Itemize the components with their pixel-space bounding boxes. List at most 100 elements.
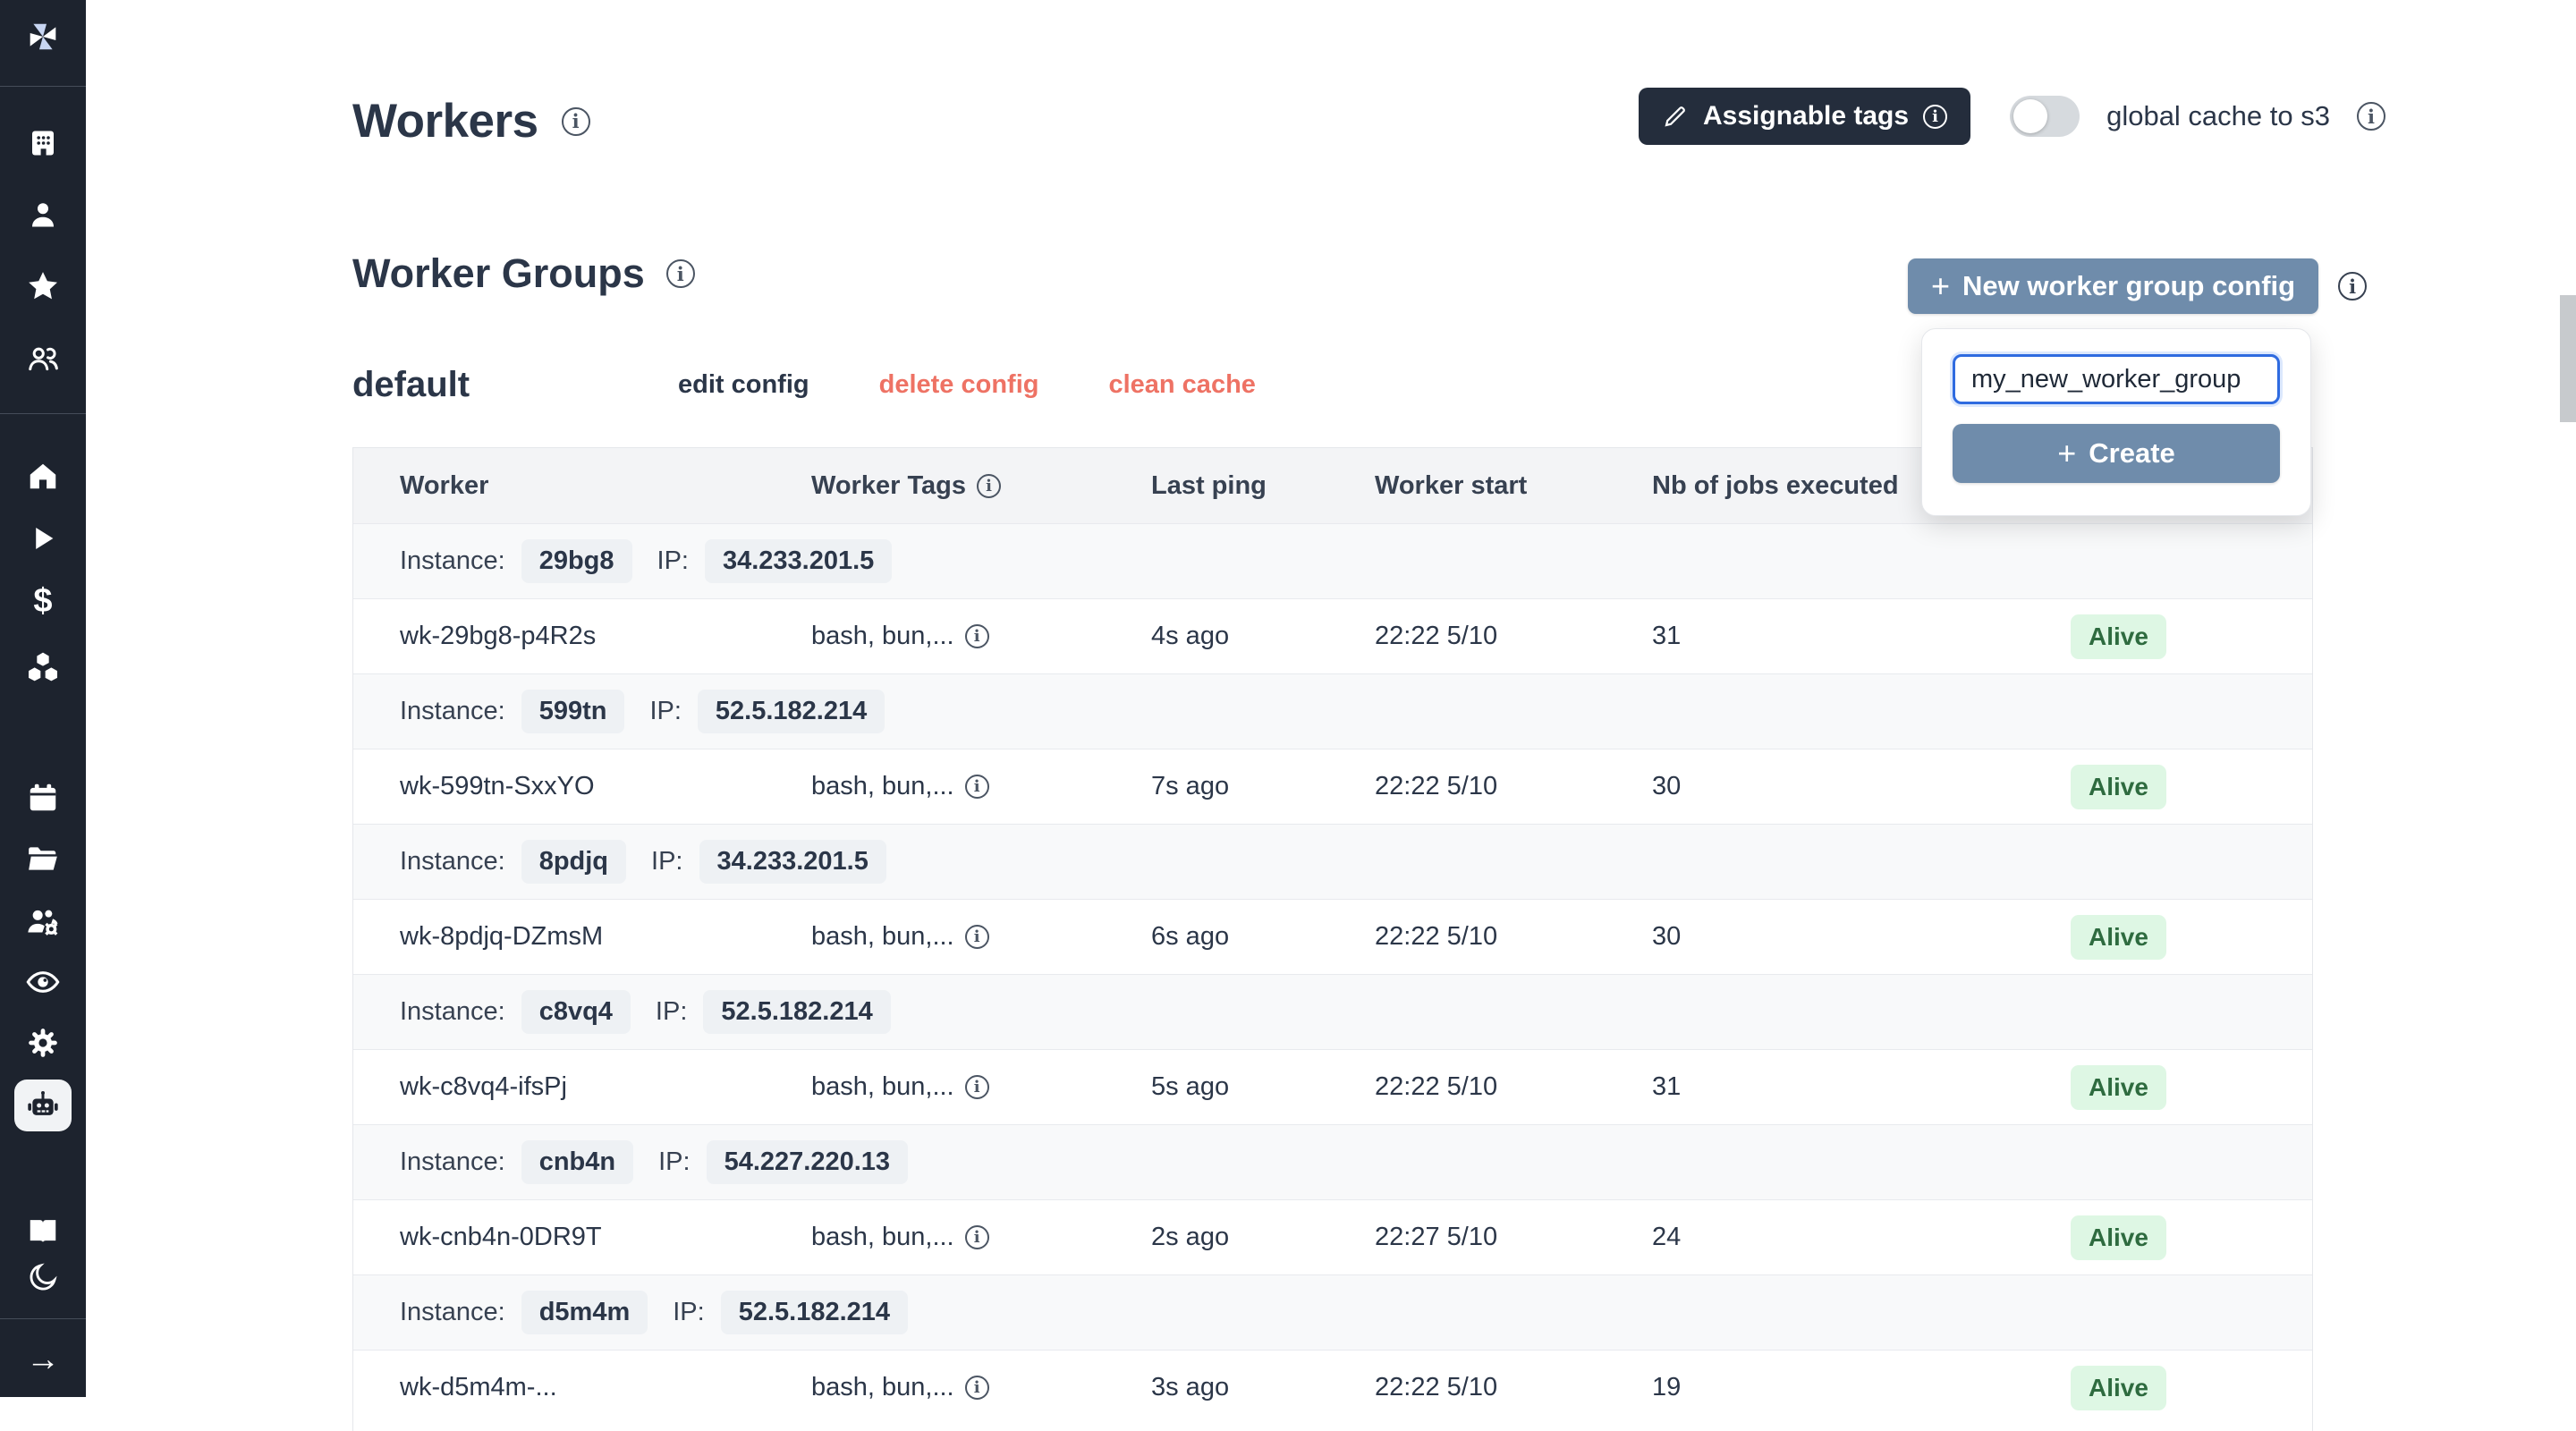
new-config-info-icon[interactable] (2338, 272, 2368, 301)
last-ping: 4s ago (1151, 622, 1230, 650)
edit-config-link[interactable]: edit config (678, 370, 809, 399)
sidebar-item-usage[interactable]: $ (0, 583, 86, 619)
worker-name: wk-c8vq4-ifsPj (400, 1072, 567, 1101)
robot-icon (28, 1091, 58, 1115)
last-ping: 6s ago (1151, 922, 1230, 951)
status-badge: Alive (2071, 764, 2166, 809)
create-worker-group-button[interactable]: + Create (1953, 424, 2280, 483)
worker-groups-title: Worker Groups (352, 250, 645, 296)
status-badge: Alive (2071, 1365, 2166, 1410)
worker-row: wk-d5m4m-... bash, bun,... 3s ago 22:22 … (353, 1350, 2312, 1425)
ip-label: IP: (651, 847, 683, 876)
worker-group-name-input[interactable] (1953, 354, 2280, 404)
sidebar-item-workers-active[interactable] (14, 1080, 72, 1131)
new-worker-group-config-button[interactable]: + New worker group config (1908, 258, 2319, 314)
last-ping: 7s ago (1151, 772, 1230, 800)
worker-row: wk-29bg8-p4R2s bash, bun,... 4s ago 22:2… (353, 598, 2312, 673)
sidebar-item-dark-mode[interactable] (0, 1259, 86, 1295)
sidebar-divider (0, 413, 86, 414)
worker-tags-cell: bash, bun,... (811, 622, 1151, 651)
col-jobs-executed: Nb of jobs executed (1652, 470, 1899, 500)
worker-groups-info-icon[interactable] (665, 259, 695, 288)
instance-label: Instance: (400, 1298, 505, 1326)
delete-config-link[interactable]: delete config (878, 370, 1039, 399)
ip-label: IP: (649, 697, 682, 725)
sidebar-item-groups[interactable] (0, 903, 86, 939)
global-cache-info-icon[interactable] (2356, 102, 2385, 131)
sidebar-item-runs[interactable] (0, 521, 86, 556)
page-title: Workers (352, 95, 538, 148)
worker-tags: bash, bun,... (811, 622, 954, 650)
clean-cache-link[interactable]: clean cache (1108, 370, 1256, 399)
ip-label: IP: (655, 997, 688, 1026)
instance-row: Instance: d5m4m IP: 52.5.182.214 (353, 1274, 2312, 1350)
global-cache-toggle[interactable] (2010, 96, 2080, 137)
ip-label: IP: (673, 1298, 705, 1326)
worker-tags-cell: bash, bun,... (811, 772, 1151, 801)
workers-table: Worker Worker Tags Last ping Worker star… (352, 447, 2313, 1431)
jobs-executed: 31 (1652, 622, 1682, 650)
jobs-executed: 24 (1652, 1223, 1682, 1251)
sidebar-item-resources[interactable] (0, 649, 86, 685)
tags-info-icon[interactable] (964, 1075, 989, 1099)
arrow-right-icon: → (26, 1341, 60, 1378)
jobs-executed: 30 (1652, 772, 1682, 800)
sidebar-item-audit-logs[interactable] (0, 964, 86, 1000)
sidebar-item-folders[interactable] (0, 841, 86, 876)
instance-id-badge: 599tn (521, 690, 625, 733)
worker-row: wk-8pdjq-DZmsM bash, bun,... 6s ago 22:2… (353, 899, 2312, 974)
sidebar-item-favorites[interactable] (0, 268, 86, 304)
worker-tags: bash, bun,... (811, 772, 954, 800)
sidebar-item-settings[interactable] (0, 1025, 86, 1061)
vertical-scrollbar-thumb[interactable] (2560, 295, 2576, 422)
col-worker-start: Worker start (1375, 470, 1528, 500)
instance-ip-badge: 54.227.220.13 (706, 1140, 909, 1184)
tags-info-icon[interactable] (964, 775, 989, 799)
worker-groups-header: Worker Groups (352, 250, 695, 297)
instance-row: Instance: cnb4n IP: 54.227.220.13 (353, 1124, 2312, 1199)
worker-table-body: Instance: 29bg8 IP: 34.233.201.5 wk-29bg… (353, 523, 2312, 1425)
tags-info-icon[interactable] (964, 1225, 989, 1249)
new-worker-group-popup: + Create (1921, 328, 2311, 516)
instance-id-badge: 29bg8 (521, 539, 632, 583)
col-worker-tags: Worker Tags (811, 471, 1151, 501)
ip-label: IP: (658, 1147, 691, 1176)
instance-id-badge: 8pdjq (521, 840, 627, 884)
plus-icon: + (2057, 435, 2077, 471)
windmill-logo-icon[interactable] (0, 19, 86, 55)
toggle-knob (2013, 99, 2048, 133)
worker-start: 22:27 5/10 (1375, 1223, 1498, 1251)
assignable-tags-button[interactable]: Assignable tags (1639, 88, 1971, 145)
worker-name: wk-29bg8-p4R2s (400, 622, 597, 650)
tags-info-icon[interactable] (964, 925, 989, 949)
instance-id-badge: c8vq4 (521, 990, 631, 1034)
worker-tags-cell: bash, bun,... (811, 1072, 1151, 1102)
worker-name: wk-599tn-SxxYO (400, 772, 595, 800)
instance-row: Instance: 599tn IP: 52.5.182.214 (353, 673, 2312, 749)
instance-label: Instance: (400, 1147, 505, 1176)
tags-info-icon[interactable] (964, 1376, 989, 1400)
worker-tags: bash, bun,... (811, 1373, 954, 1401)
workers-info-icon[interactable] (561, 106, 590, 136)
col-worker: Worker (400, 470, 489, 500)
worker-tags-info-icon[interactable] (976, 473, 1001, 498)
sidebar-item-schedules[interactable] (0, 780, 86, 816)
status-badge: Alive (2071, 1215, 2166, 1260)
instance-row: Instance: c8vq4 IP: 52.5.182.214 (353, 974, 2312, 1049)
worker-tags-cell: bash, bun,... (811, 1373, 1151, 1402)
sidebar-expand-button[interactable]: → (0, 1342, 86, 1377)
sidebar-item-home[interactable] (0, 458, 86, 494)
worker-start: 22:22 5/10 (1375, 622, 1498, 650)
instance-id-badge: d5m4m (521, 1291, 648, 1334)
instance-ip-badge: 34.233.201.5 (704, 539, 893, 583)
sidebar-item-user[interactable] (0, 197, 86, 233)
jobs-executed: 30 (1652, 922, 1682, 951)
status-badge: Alive (2071, 914, 2166, 960)
worker-start: 22:22 5/10 (1375, 1373, 1498, 1401)
sidebar-item-docs[interactable] (0, 1213, 86, 1249)
sidebar-item-users-group[interactable] (0, 340, 86, 376)
tags-info-icon[interactable] (964, 624, 989, 648)
sidebar-item-workspace[interactable] (0, 125, 86, 161)
instance-label: Instance: (400, 697, 505, 725)
worker-tags: bash, bun,... (811, 1072, 954, 1101)
